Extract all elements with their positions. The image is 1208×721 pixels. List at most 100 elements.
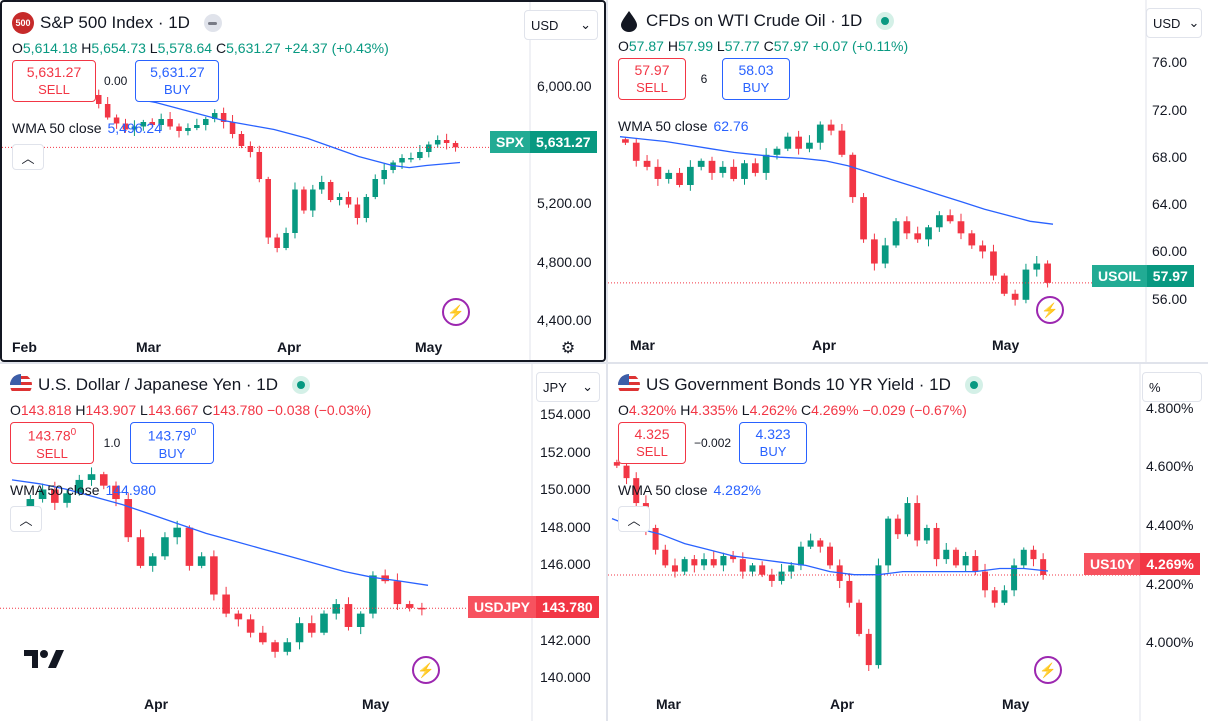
candle[interactable] <box>113 114 120 129</box>
candle[interactable] <box>623 461 630 485</box>
chart-pane-us10y[interactable]: US Government Bonds 10 YR Yield · 1D O4.… <box>608 364 1208 721</box>
candle[interactable] <box>148 553 157 572</box>
candle[interactable] <box>687 160 694 191</box>
candle[interactable] <box>838 123 846 158</box>
candle[interactable] <box>1011 558 1018 597</box>
candle[interactable] <box>795 130 802 155</box>
candle[interactable] <box>849 152 857 203</box>
buy-button[interactable]: 58.03 BUY <box>722 58 790 100</box>
chart-pane-oil[interactable]: CFDs on WTI Crude Oil · 1D O57.87 H57.99… <box>608 0 1208 362</box>
symbol-title[interactable]: US Government Bonds 10 YR Yield · 1D <box>646 375 951 394</box>
candle[interactable] <box>676 167 683 188</box>
candle[interactable] <box>865 628 872 671</box>
candle[interactable] <box>210 550 218 601</box>
candle[interactable] <box>332 599 341 620</box>
candle[interactable] <box>372 174 379 200</box>
candle[interactable] <box>104 96 111 120</box>
market-status-icon[interactable] <box>203 14 222 32</box>
candle[interactable] <box>914 226 922 243</box>
candle[interactable] <box>860 193 867 243</box>
candle[interactable] <box>381 163 387 185</box>
collapse-legend-button[interactable]: ︿ <box>12 144 44 170</box>
sell-button[interactable]: 57.97 SELL <box>618 58 686 100</box>
market-open-status-icon[interactable] <box>876 12 895 30</box>
candle[interactable] <box>426 141 432 158</box>
candle[interactable] <box>390 160 396 174</box>
candle[interactable] <box>768 568 775 587</box>
candle[interactable] <box>173 520 181 545</box>
candle[interactable] <box>797 541 804 571</box>
candle[interactable] <box>856 599 863 637</box>
candle[interactable] <box>633 472 640 507</box>
buy-button[interactable]: 5,631.27 BUY <box>135 60 220 102</box>
candle[interactable] <box>405 600 414 612</box>
candle[interactable] <box>730 159 738 182</box>
symbol-title[interactable]: U.S. Dollar / Japanese Yen · 1D <box>38 375 279 394</box>
candle[interactable] <box>381 569 389 584</box>
candle[interactable] <box>292 182 298 239</box>
candle[interactable] <box>807 533 814 550</box>
plot-area[interactable] <box>2 2 606 362</box>
candle[interactable] <box>923 524 930 544</box>
candle[interactable] <box>925 224 932 247</box>
chart-pane-spx[interactable]: 500 S&P 500 Index · 1D O5,614.18 H5,654.… <box>0 0 606 362</box>
candle[interactable] <box>622 136 629 146</box>
candle[interactable] <box>784 132 792 152</box>
candle[interactable] <box>710 551 717 568</box>
candle[interactable] <box>762 148 770 180</box>
candle[interactable] <box>197 552 206 569</box>
candle[interactable] <box>720 552 727 572</box>
pane-divider-horizontal[interactable] <box>0 362 1208 364</box>
candle[interactable] <box>751 158 759 177</box>
candle[interactable] <box>741 160 748 185</box>
candle[interactable] <box>344 597 353 631</box>
plot-area[interactable] <box>608 0 1208 362</box>
candle[interactable] <box>185 123 191 136</box>
candle[interactable] <box>1011 289 1019 306</box>
candle[interactable] <box>749 563 756 577</box>
candle[interactable] <box>827 119 835 136</box>
candle[interactable] <box>952 547 959 568</box>
symbol-header[interactable]: CFDs on WTI Crude Oil · 1D <box>618 10 895 32</box>
candle[interactable] <box>903 216 911 240</box>
candle[interactable] <box>211 109 218 123</box>
candle[interactable] <box>301 186 307 214</box>
candle[interactable] <box>131 120 138 136</box>
candle[interactable] <box>962 551 969 572</box>
candle[interactable] <box>1000 273 1008 297</box>
candle[interactable] <box>1030 545 1037 567</box>
pane-divider-vertical[interactable] <box>606 0 608 721</box>
candle[interactable] <box>310 184 316 217</box>
candle[interactable] <box>369 571 377 619</box>
candle[interactable] <box>320 610 328 636</box>
market-open-status-icon[interactable] <box>292 376 311 394</box>
candle[interactable] <box>327 179 334 203</box>
candle[interactable] <box>643 155 651 171</box>
candle[interactable] <box>613 459 620 469</box>
lightning-icon[interactable]: ⚡ <box>442 298 470 326</box>
candle[interactable] <box>881 237 889 269</box>
collapse-legend-button[interactable]: ︿ <box>10 506 42 532</box>
candle[interactable] <box>632 138 640 167</box>
candle[interactable] <box>38 483 47 503</box>
candle[interactable] <box>271 639 279 658</box>
buy-button[interactable]: 143.790 BUY <box>130 422 214 464</box>
candle[interactable] <box>452 140 459 152</box>
currency-select[interactable]: USD ⌄ <box>524 10 598 40</box>
candle[interactable] <box>393 573 402 610</box>
candle[interactable] <box>681 556 688 576</box>
candle[interactable] <box>418 602 426 616</box>
candle[interactable] <box>149 118 156 128</box>
candle[interactable] <box>933 522 940 567</box>
candle[interactable] <box>220 107 227 129</box>
candle[interactable] <box>434 135 441 148</box>
symbol-header[interactable]: U.S. Dollar / Japanese Yen · 1D <box>10 374 311 396</box>
symbol-title[interactable]: S&P 500 Index · 1D <box>40 13 190 32</box>
indicator-legend-wma[interactable]: WMA 50 close 5,496.24 <box>12 120 162 136</box>
lightning-icon[interactable]: ⚡ <box>412 656 440 684</box>
candle[interactable] <box>161 532 169 560</box>
candle[interactable] <box>1033 256 1041 277</box>
indicator-legend-wma[interactable]: WMA 50 close 4.282% <box>618 482 761 498</box>
candle[interactable] <box>295 617 304 650</box>
candle[interactable] <box>122 118 129 133</box>
